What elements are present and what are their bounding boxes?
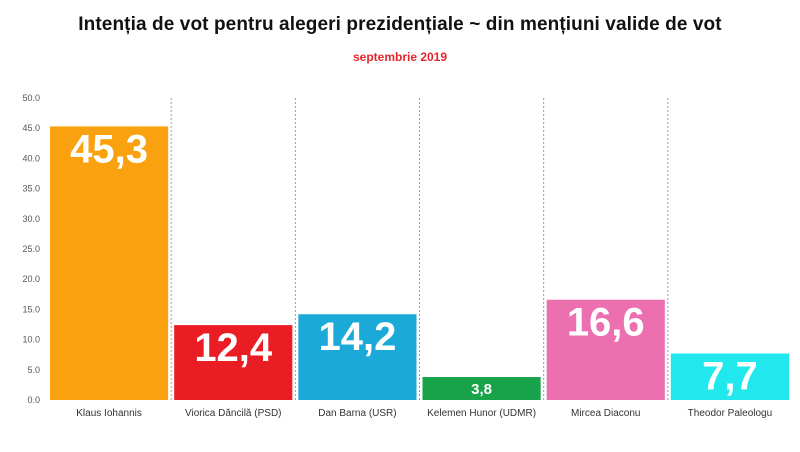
category-label: Theodor Paleologu (688, 408, 773, 419)
bar (298, 314, 417, 400)
bar-value-label: 16,6 (567, 301, 645, 345)
category-label: Kelemen Hunor (UDMR) (427, 408, 536, 419)
y-tick-label: 10.0 (22, 335, 40, 345)
y-tick-label: 5.0 (27, 365, 40, 375)
chart-subtitle: septembrie 2019 (352, 50, 448, 64)
category-label: Viorica Dăncilă (PSD) (185, 408, 282, 419)
category-label: Klaus Iohannis (76, 408, 142, 419)
bar (174, 325, 293, 400)
y-tick-label: 50.0 (22, 93, 40, 103)
bar (546, 299, 665, 400)
y-tick-label: 25.0 (22, 244, 40, 254)
chart-title: Intenția de vot pentru alegeri prezidenț… (78, 14, 722, 35)
bar-value-label: 7,7 (702, 354, 758, 398)
bar (50, 126, 169, 400)
bar-value-label: 3,8 (471, 381, 492, 398)
bar-value-label: 45,3 (70, 127, 148, 171)
y-tick-label: 35.0 (22, 184, 40, 194)
category-label: Mircea Diaconu (571, 408, 640, 419)
bar-value-label: 12,4 (194, 326, 273, 370)
bar (422, 377, 541, 400)
bar (670, 353, 789, 400)
bar-value-label: 14,2 (318, 315, 396, 359)
category-label: Dan Barna (USR) (318, 408, 396, 419)
y-tick-label: 0.0 (27, 395, 40, 405)
y-tick-label: 40.0 (22, 153, 40, 163)
y-tick-label: 45.0 (22, 123, 40, 133)
y-tick-label: 30.0 (22, 214, 40, 224)
y-tick-label: 20.0 (22, 274, 40, 284)
y-tick-label: 15.0 (22, 304, 40, 314)
